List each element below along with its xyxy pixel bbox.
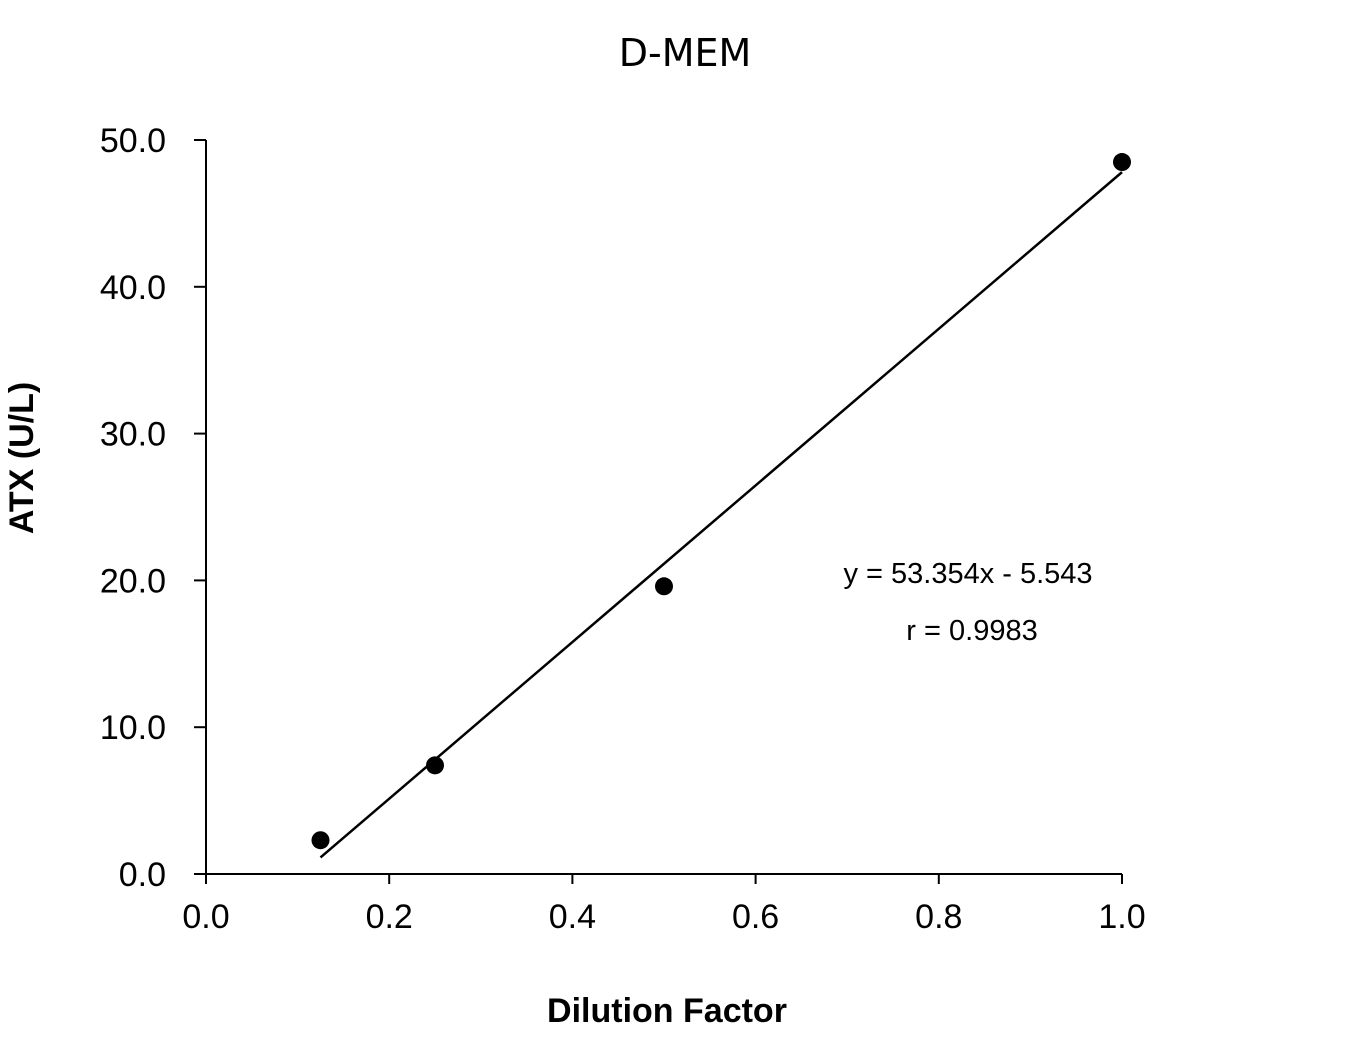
y-axis-ticks: 0.0 10.0 20.0 30.0 40.0 50.0: [100, 122, 206, 894]
x-axis-ticks: 0.0 0.2 0.4 0.6 0.8 1.0: [182, 874, 1146, 936]
y-tick-label: 0.0: [119, 856, 166, 894]
equation-annotation: y = 53.354x - 5.543: [843, 558, 1092, 590]
data-point: [1113, 153, 1131, 172]
y-tick-label: 40.0: [100, 269, 166, 307]
x-tick-label: 0.0: [182, 898, 229, 936]
y-tick-label: 20.0: [100, 562, 166, 600]
x-tick-label: 0.2: [366, 898, 413, 936]
data-point: [426, 756, 444, 775]
trendline-layer: [319, 171, 1123, 859]
x-tick-label: 0.6: [732, 898, 779, 936]
x-tick-label: 1.0: [1098, 898, 1145, 936]
chart-title: D-MEM: [619, 31, 752, 75]
data-points: [311, 153, 1131, 850]
y-tick-label: 30.0: [100, 416, 166, 454]
trendline: [319, 171, 1123, 859]
correlation-annotation: r = 0.9983: [906, 615, 1037, 647]
x-tick-label: 0.4: [549, 898, 596, 936]
x-axis-label: Dilution Factor: [547, 992, 787, 1030]
y-tick-label: 50.0: [100, 122, 166, 160]
data-point: [655, 577, 673, 596]
x-tick-label: 0.8: [915, 898, 962, 936]
y-axis-label: ATX (U/L): [3, 382, 41, 534]
y-tick-label: 10.0: [100, 709, 166, 747]
data-point: [311, 831, 330, 850]
